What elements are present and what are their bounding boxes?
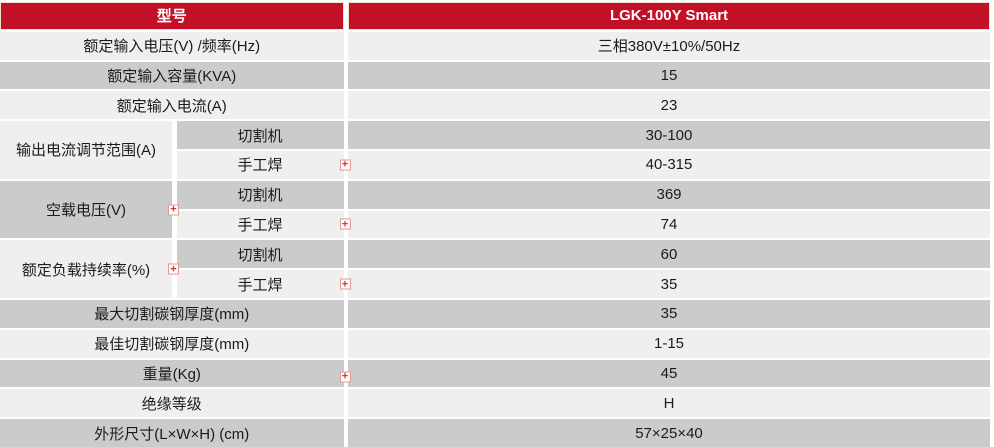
sub-value-cutter: 60 — [348, 240, 990, 269]
anchor-plus-icon: + — [339, 159, 351, 171]
header-model-label: 型号 — [0, 2, 344, 30]
row-label-dimensions: 外形尺寸(L×W×H) (cm) — [0, 419, 344, 447]
header-model-value: LGK-100Y Smart — [348, 2, 990, 30]
row-label-insulation-class: 绝缘等级 — [0, 389, 344, 418]
row-value-input-voltage: 三相380V±10%/50Hz — [348, 31, 990, 60]
row-label-input-voltage: 额定输入电压(V) /频率(Hz) — [0, 31, 344, 60]
sub-value-manual-weld: 35 — [348, 270, 990, 298]
group-label-text: 空载电压(V) — [46, 202, 126, 220]
row-value-weight: 45 — [348, 359, 990, 388]
sub-mode-label: 手工焊 — [237, 216, 283, 234]
anchor-plus-icon: + — [339, 278, 351, 290]
row-label-input-current: 额定输入电流(A) — [0, 91, 344, 120]
row-label-best-cut-thickness: 最佳切割碳钢厚度(mm) — [0, 329, 344, 358]
sub-mode-cutter: 切割机 — [176, 121, 344, 149]
row-label-input-capacity: 额定输入容量(KVA) — [0, 61, 344, 90]
row-label-weight: 重量(Kg) + — [0, 359, 351, 388]
sub-mode-manual-weld: 手工焊 + — [176, 210, 351, 239]
group-label-duty-cycle: 额定负载持续率(%) + — [0, 240, 179, 298]
sub-mode-cutter: 切割机 — [176, 180, 344, 209]
group-label-text: 额定负载持续率(%) — [21, 261, 151, 279]
sub-mode-manual-weld: 手工焊 + — [176, 150, 351, 179]
group-label-no-load-voltage: 空载电压(V) + — [0, 180, 179, 239]
group-label-output-current-range: 输出电流调节范围(A) — [0, 121, 172, 179]
row-label-max-cut-thickness: 最大切割碳钢厚度(mm) — [0, 299, 344, 328]
row-value-input-current: 23 — [348, 91, 990, 120]
anchor-plus-icon: + — [168, 263, 179, 275]
row-value-best-cut-thickness: 1-15 — [348, 329, 990, 358]
row-value-insulation-class: H — [348, 389, 990, 418]
sub-value-cutter: 369 — [348, 180, 990, 209]
sub-mode-manual-weld: 手工焊 + — [176, 270, 351, 298]
anchor-plus-icon: + — [339, 218, 351, 230]
anchor-plus-icon: + — [168, 204, 179, 216]
anchor-plus-icon: + — [339, 371, 351, 383]
sub-value-manual-weld: 74 — [348, 210, 990, 239]
sub-mode-label: 手工焊 — [237, 276, 283, 294]
row-label-text: 重量(Kg) — [142, 365, 201, 383]
row-value-max-cut-thickness: 35 — [348, 299, 990, 328]
sub-value-manual-weld: 40-315 — [348, 150, 990, 179]
row-value-input-capacity: 15 — [348, 61, 990, 90]
sub-value-cutter: 30-100 — [348, 121, 990, 149]
row-value-dimensions: 57×25×40 — [348, 419, 990, 447]
sub-mode-cutter: 切割机 — [176, 240, 344, 269]
sub-mode-label: 手工焊 — [237, 157, 283, 175]
